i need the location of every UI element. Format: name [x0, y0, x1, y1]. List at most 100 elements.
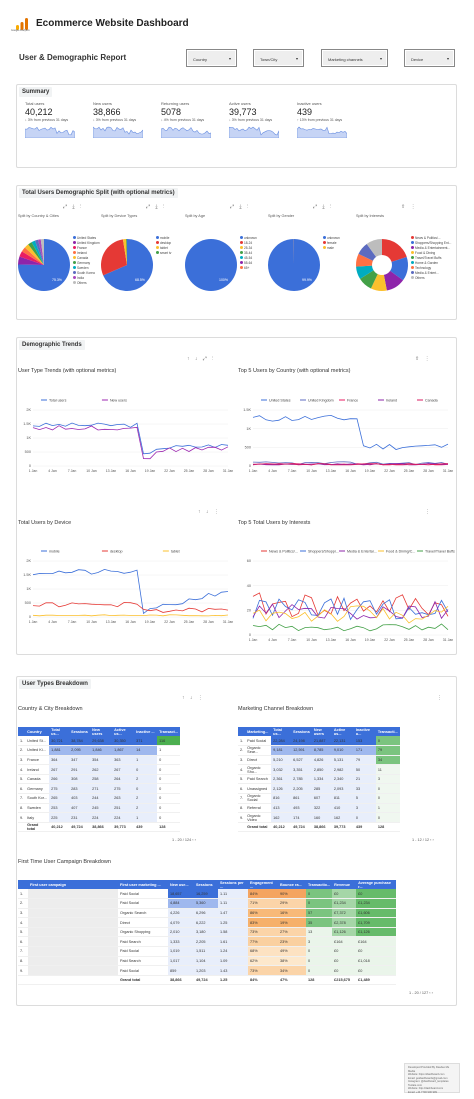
- column-header[interactable]: Active us...: [112, 727, 135, 736]
- table-cell: 1,511: [194, 946, 218, 957]
- filter-device[interactable]: Device ▾: [404, 49, 455, 67]
- table-row[interactable]: 5. Canada 266 308 258 264 2 0: [18, 774, 180, 785]
- table-row[interactable]: 9. Paid Social 859 1,203 1.43 73% 34% 0 £0 £0: [18, 965, 397, 976]
- pie-toolbar[interactable]: ⤢ ⤓ ⋮: [313, 204, 334, 210]
- column-header[interactable]: Transactio...: [306, 880, 333, 889]
- column-header[interactable]: Sessions: [194, 880, 218, 889]
- pie-toolbar[interactable]: ⤢ ⤓ ⋮: [146, 204, 167, 210]
- table-row[interactable]: 2. Paid Social 4,884 5,360 1.11 71% 29% 0 £1,234…: [18, 898, 397, 909]
- column-header[interactable]: New users: [311, 727, 332, 736]
- chart-toolbar[interactable]: ⇧ ⋮: [415, 356, 432, 362]
- table-cell: 30,721: [49, 736, 70, 747]
- column-header[interactable]: Transact...: [157, 727, 180, 736]
- prev-page-icon[interactable]: ‹: [192, 838, 194, 842]
- table-row[interactable]: 5. Paid Search 2,361 2,785 1,334 2,340 21 3: [238, 774, 400, 785]
- column-header[interactable]: Bounce ra...: [278, 880, 306, 889]
- table-row[interactable]: 5. Organic Shopping 2,010 3,180 1.58 73% 27% 13…: [18, 927, 397, 938]
- column-header[interactable]: [238, 727, 246, 736]
- table-cell: Direct: [245, 755, 272, 766]
- column-header[interactable]: Sessions: [291, 727, 312, 736]
- table-row[interactable]: 3. Direct 5,210 6,527 4,826 5,131 79 34: [238, 755, 400, 766]
- channel-pager[interactable]: 1 - 12 / 12 ‹ ›: [412, 838, 434, 842]
- table-toolbar[interactable]: ⋮: [437, 695, 444, 701]
- legend-item: female: [323, 241, 340, 246]
- column-header[interactable]: First user campaign: [28, 880, 118, 889]
- column-header[interactable]: Sessions per ...: [218, 880, 248, 889]
- table-row[interactable]: 3. Organic Search 4,226 6,296 1.47 86% 16% 57 £7…: [18, 908, 397, 919]
- legend-item: Travel/Travel Buffs: [411, 256, 451, 261]
- pie-toolbar[interactable]: ⇧ ⋮: [401, 204, 418, 210]
- column-header[interactable]: Inactive u...: [353, 727, 376, 736]
- column-header[interactable]: New users: [90, 727, 113, 736]
- table-row[interactable]: 4. Direct 4,079 6,222 1.25 83% 19% 35 £2,378 £1,7…: [18, 917, 397, 928]
- chart-toolbar[interactable]: ↑ ↓ ⋮: [198, 509, 221, 515]
- column-header[interactable]: Total us...: [49, 727, 70, 736]
- column-header[interactable]: Country: [25, 727, 50, 736]
- prev-page-icon[interactable]: ‹: [429, 991, 431, 995]
- table-row[interactable]: 7. South Kor... 265 403 244 263 2 0: [18, 793, 180, 804]
- table-row[interactable]: 9. Organic Video 162 174 160 162 0 0: [238, 812, 400, 823]
- column-header[interactable]: First user marketing ...: [118, 880, 168, 889]
- column-header[interactable]: [18, 880, 28, 889]
- next-page-icon[interactable]: ›: [431, 991, 433, 995]
- table-row[interactable]: 7. Organic Social 816 861 607 811 5 0: [238, 793, 400, 804]
- table-toolbar[interactable]: ↑ ↓ ⋮: [182, 695, 205, 701]
- table-row[interactable]: 1. Paid Social 22,284 24,198 21,887 22,131 153…: [238, 736, 400, 747]
- table-row[interactable]: 2. United Ki... 1,881 2,095 1,846 1,867 14 1: [18, 745, 180, 756]
- column-header[interactable]: Engagement ...: [248, 880, 278, 889]
- table-cell: 3.: [18, 908, 28, 919]
- y-tick-label: 0: [29, 464, 31, 468]
- next-page-icon[interactable]: ›: [194, 838, 196, 842]
- pie-label: Split by Gender: [268, 214, 295, 218]
- table-cell: £0: [332, 889, 357, 900]
- prev-page-icon[interactable]: ‹: [430, 838, 432, 842]
- legend-label: New users: [110, 398, 127, 402]
- chart-toolbar[interactable]: ⋮: [425, 509, 432, 515]
- column-header[interactable]: [18, 727, 26, 736]
- pie-toolbar[interactable]: ⤢ ⤓ ⋮: [230, 204, 251, 210]
- column-header[interactable]: Marketing...: [245, 727, 272, 736]
- total-cell: 40,212: [49, 821, 70, 833]
- campaign-pager[interactable]: 1 - 20 / 127 ‹ ›: [409, 991, 433, 995]
- series-line: [32, 425, 229, 460]
- next-page-icon[interactable]: ›: [432, 838, 434, 842]
- column-header[interactable]: New use...: [168, 880, 194, 889]
- country-pager[interactable]: 1 - 20 / 124 ‹ ›: [172, 838, 196, 842]
- column-header[interactable]: Revenue: [332, 880, 357, 889]
- table-row[interactable]: 7. Paid Social 1,019 1,511 1.24 68% 49% 0 £0 £0: [18, 946, 397, 957]
- series-line: [252, 414, 449, 450]
- table-row[interactable]: 6. Unassigned 2,126 2,205 285 2,093 33 0: [238, 783, 400, 795]
- filter-marketing[interactable]: Marketing channels ▾: [321, 49, 388, 67]
- column-header[interactable]: Transacti...: [375, 727, 400, 736]
- table-row[interactable]: 6. Germany 275 283 271 275 0 0: [18, 783, 180, 795]
- table-cell: Organic Sho...: [245, 764, 272, 775]
- filter-city[interactable]: Town/City ▾: [253, 49, 304, 67]
- column-header[interactable]: Active us...: [331, 727, 354, 736]
- table-row[interactable]: 1. United St... 30,721 38,784 29,638 30,350 37…: [18, 736, 180, 747]
- table-cell: 7.: [238, 793, 246, 804]
- table-cell: 363: [112, 755, 135, 766]
- chart-toolbar[interactable]: ↑ ↓ ⤢ ⋮: [187, 356, 216, 362]
- x-tick-label: 10 Jan: [306, 638, 317, 642]
- table-row[interactable]: 6. Paid Search 1,333 2,205 1.61 77% 23% 3 £164 £1…: [18, 936, 397, 948]
- total-cell: 38,866: [311, 821, 332, 833]
- table-cell: 6,527: [291, 755, 312, 766]
- table-row[interactable]: 1. Paid Social 18,657 16,259 1.11 84% 90% 0 £0 £0: [18, 889, 397, 900]
- table-cell: 1,017: [168, 956, 194, 967]
- column-header[interactable]: Inactive ...: [134, 727, 158, 736]
- table-row[interactable]: 4. Organic Sho... 3,032 3,351 2,850 2,982 50 11: [238, 764, 400, 775]
- table-row[interactable]: 9. Italy 225 231 224 224 1 0: [18, 812, 180, 823]
- table-cell: [28, 898, 118, 909]
- filter-country[interactable]: Country ▾: [186, 49, 237, 67]
- pie-toolbar[interactable]: ⤢ ⤓ ⋮: [63, 204, 84, 210]
- table-row[interactable]: 3. France 364 347 354 363 1 0: [18, 755, 180, 766]
- table-row[interactable]: 8. Referral 413 493 322 410 3 1: [238, 803, 400, 814]
- table-row[interactable]: 8. Paid Search 1,017 1,104 1.09 62% 38% 0 £0 £1,0…: [18, 956, 397, 967]
- column-header[interactable]: Total us...: [271, 727, 292, 736]
- column-header[interactable]: Average purchase r...: [356, 880, 397, 889]
- table-cell: 308: [69, 774, 91, 785]
- table-row[interactable]: 8. Sweden 253 407 245 251 2 0: [18, 803, 180, 814]
- table-row[interactable]: 2. Organic Sear... 9,181 12,591 8,785 9,010 17…: [238, 745, 400, 756]
- table-row[interactable]: 4. Ireland 267 291 262 267 0 0: [18, 764, 180, 775]
- column-header[interactable]: Sessions: [69, 727, 91, 736]
